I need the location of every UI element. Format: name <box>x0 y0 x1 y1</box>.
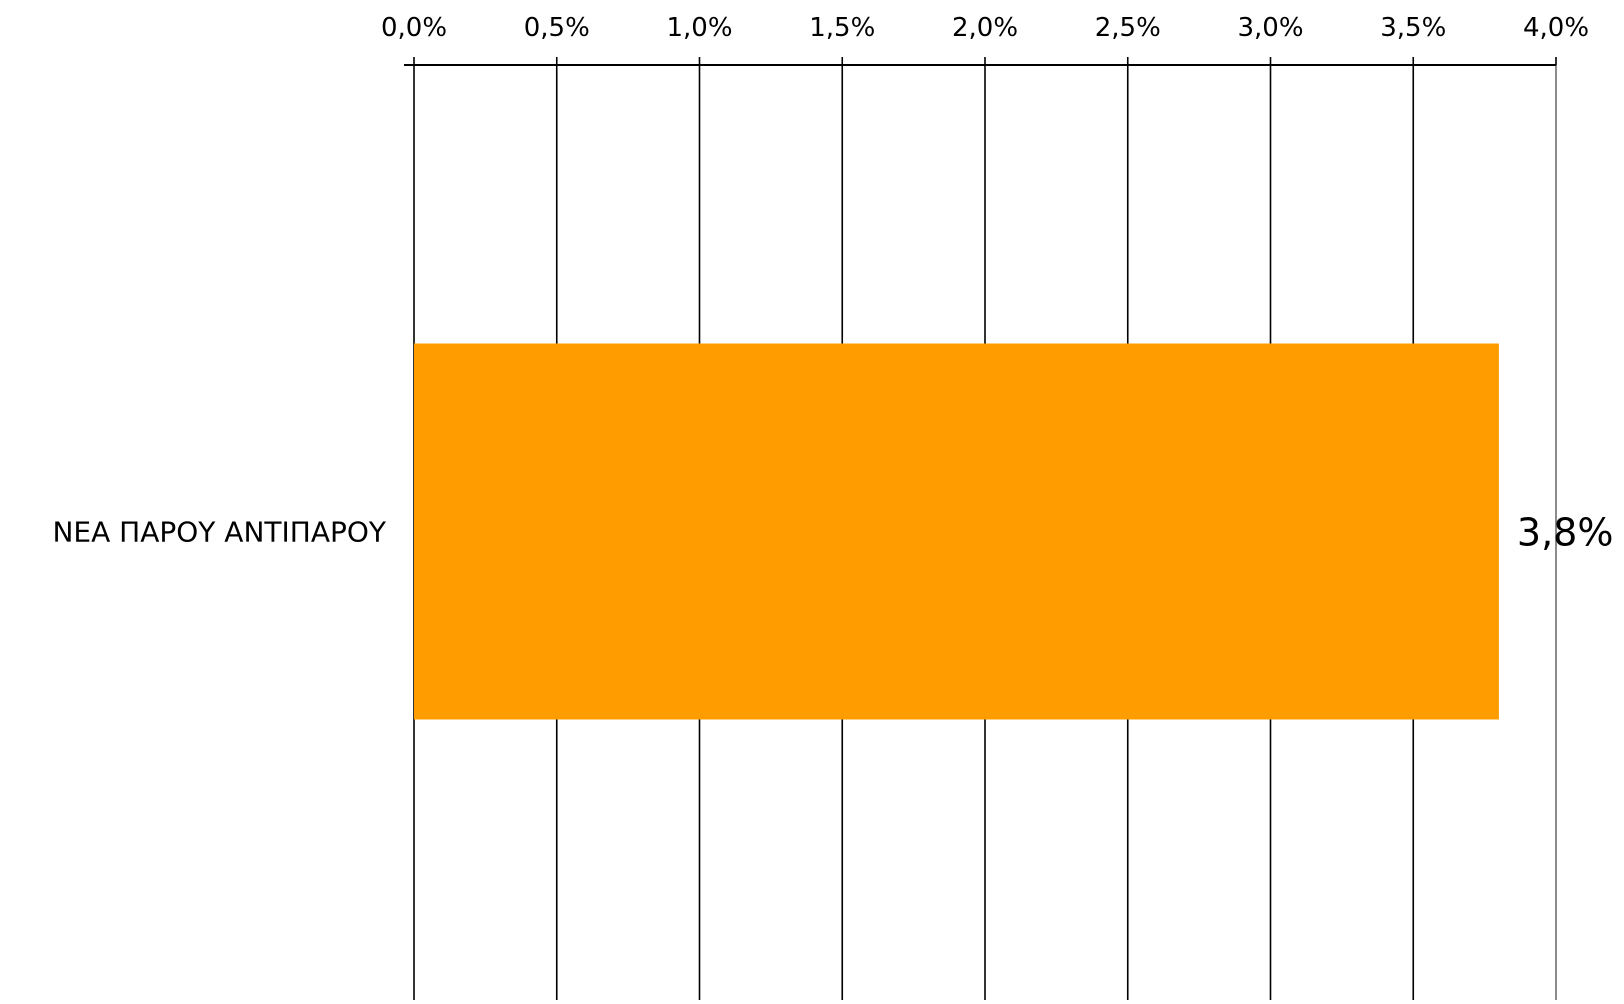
bars <box>414 343 1499 720</box>
x-tick-label-7: 3,5% <box>1380 13 1446 43</box>
x-axis: 0,0% 0,5% 1,0% 1,5% 2,0% 2,5% 3,0% 3,5% 4,0% <box>381 13 1589 66</box>
x-tick-label-1: 0,5% <box>524 13 590 43</box>
x-tick-label-8: 4,0% <box>1523 13 1589 43</box>
x-tick-label-6: 3,0% <box>1237 13 1303 43</box>
x-tick-label-5: 2,5% <box>1095 13 1161 43</box>
x-tick-label-0: 0,0% <box>381 13 447 43</box>
labels: ΝΕΑ ΠΑΡΟΥ ΑΝΤΙΠΑΡΟΥ 3,8% <box>52 511 1613 555</box>
category-label-0: ΝΕΑ ΠΑΡΟΥ ΑΝΤΙΠΑΡΟΥ <box>52 516 386 549</box>
x-tick-label-3: 1,5% <box>809 13 875 43</box>
bar-0 <box>414 343 1499 720</box>
data-label-0: 3,8% <box>1517 511 1614 555</box>
x-tick-label-4: 2,0% <box>952 13 1018 43</box>
x-tick-label-2: 1,0% <box>666 13 732 43</box>
